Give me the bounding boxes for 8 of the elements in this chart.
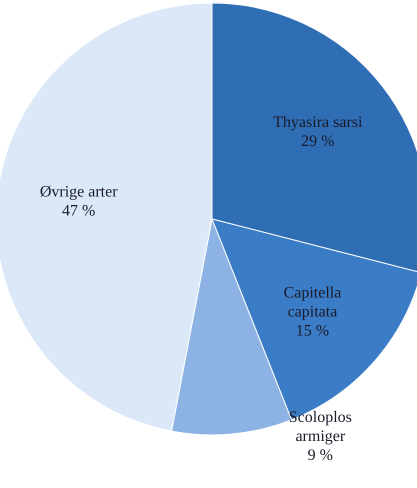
data-label: 29 % xyxy=(301,132,334,150)
data-label: 9 % xyxy=(308,447,333,464)
slice-label: Capitella capitata xyxy=(284,284,342,321)
slice-label: Øvrige arter xyxy=(40,183,118,200)
data-label: 15 % xyxy=(296,322,330,340)
slice-label: Thyasira sarsi xyxy=(273,114,364,131)
data-label: 47 % xyxy=(62,202,96,220)
slice-label: Scoloplos armiger xyxy=(288,409,352,446)
